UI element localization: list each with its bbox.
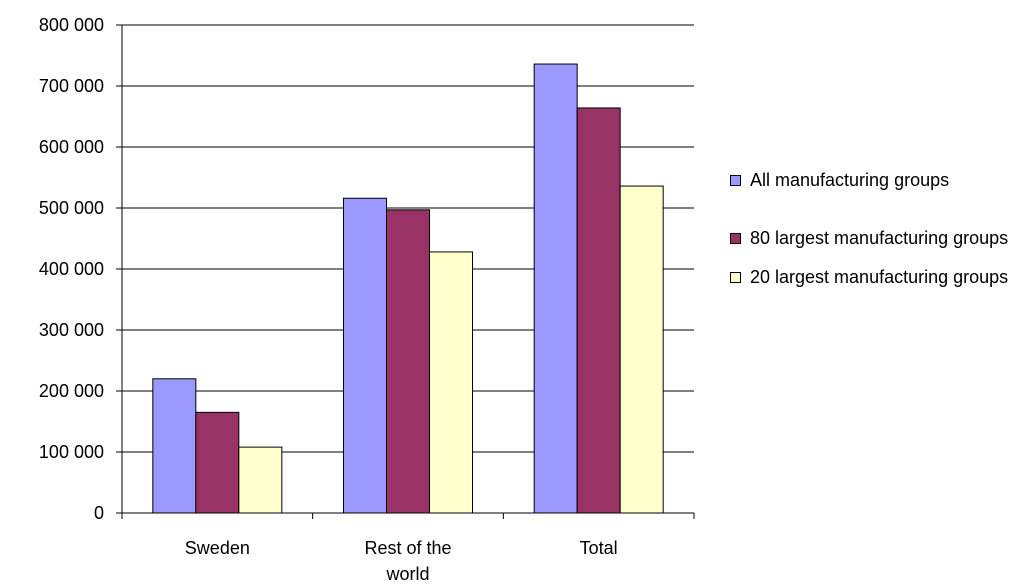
legend-label: 20 largest manufacturing groups xyxy=(750,267,1009,287)
bars xyxy=(152,63,664,514)
y-tick-label: 600 000 xyxy=(39,137,104,157)
y-tick-label: 0 xyxy=(94,503,104,523)
legend-item: 80 largest manufacturing groups xyxy=(728,226,1025,251)
bar xyxy=(533,63,578,514)
bar xyxy=(152,378,197,514)
y-tick-label: 400 000 xyxy=(39,259,104,279)
y-tick-label: 500 000 xyxy=(39,198,104,218)
legend-label: 80 largest manufacturing groups xyxy=(750,228,1009,248)
bar xyxy=(238,446,283,514)
legend-swatch xyxy=(730,175,741,186)
legend-item: 20 largest manufacturing groups xyxy=(728,265,1025,290)
legend-swatch xyxy=(730,233,741,244)
legend: All manufacturing groups 80 largest manuf… xyxy=(728,168,1025,290)
bar xyxy=(429,251,473,514)
x-axis-category-labels: Sweden Rest of the world Total xyxy=(185,538,618,584)
legend-label: All manufacturing groups xyxy=(750,170,950,190)
y-tick-label: 200 000 xyxy=(39,381,104,401)
y-tick-label: 300 000 xyxy=(39,320,104,340)
y-axis-tick-labels: 0 100 000 200 000 300 000 400 000 500 000 600 … xyxy=(39,15,104,523)
bar xyxy=(576,107,621,514)
legend-swatch xyxy=(730,272,741,283)
axes xyxy=(116,24,695,519)
x-category-label: Sweden xyxy=(185,538,250,558)
legend-item: All manufacturing groups xyxy=(728,168,1025,193)
x-category-label: Rest of the world xyxy=(364,538,451,584)
y-tick-label: 100 000 xyxy=(39,442,104,462)
bar xyxy=(619,185,664,514)
bar xyxy=(343,197,387,514)
y-tick-label: 700 000 xyxy=(39,76,104,96)
x-category-label: Total xyxy=(580,538,618,558)
y-tick-label: 800 000 xyxy=(39,15,104,35)
bar xyxy=(386,209,430,514)
bar xyxy=(195,411,240,514)
